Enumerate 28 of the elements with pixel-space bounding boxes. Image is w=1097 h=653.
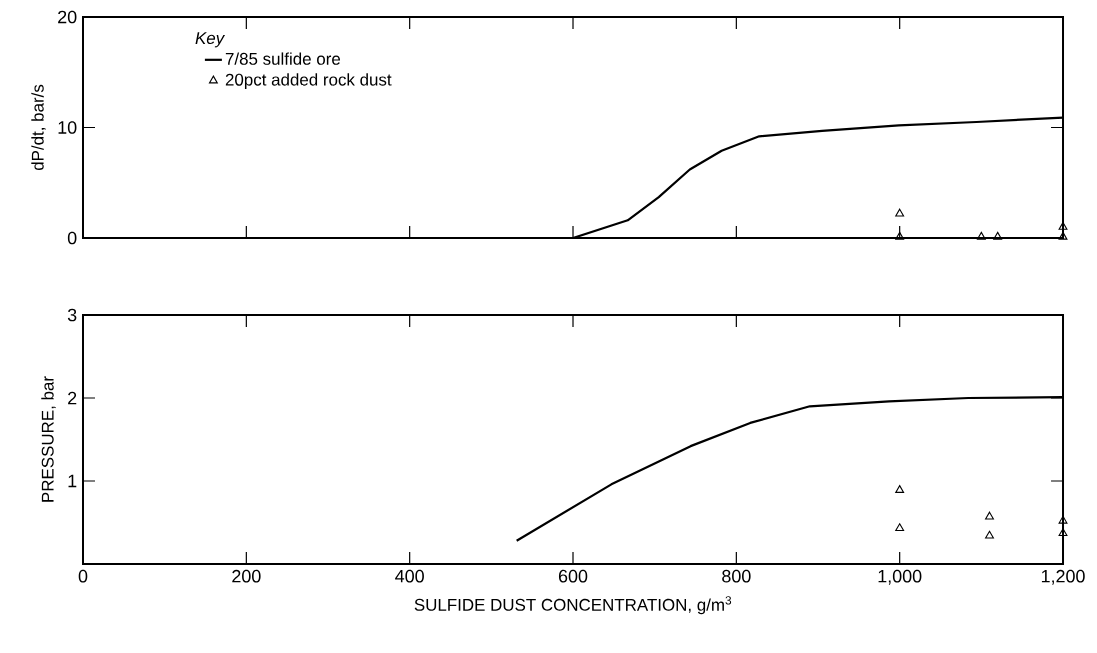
x-tick-label: 1,200 <box>1041 569 1085 585</box>
point <box>985 511 994 520</box>
point <box>1058 528 1068 537</box>
x-tick-label: 400 <box>395 569 424 583</box>
y-tick-label: 20 <box>58 10 77 24</box>
point <box>993 231 1003 240</box>
x-tick-label: 800 <box>722 569 751 583</box>
point <box>895 485 905 493</box>
x-tick-label: 0 <box>78 569 88 583</box>
legend-label: 7/85 sulfide ore <box>225 52 341 65</box>
point <box>985 530 994 539</box>
y-axis-title: PRESSURE, bar <box>41 376 56 502</box>
y-tick-label: 1 <box>68 474 77 488</box>
point <box>976 231 986 240</box>
y-axis-title: dP/dt, bar/s <box>31 84 46 171</box>
y-tick-label: 2 <box>68 391 77 405</box>
point <box>895 208 905 217</box>
x-axis-title: SULFIDE DUST CONCENTRATION, g/m$^{3}$ <box>414 596 732 615</box>
x-tick-label: 200 <box>232 569 261 583</box>
y-tick-label: 10 <box>58 121 77 134</box>
point <box>895 523 905 532</box>
point <box>895 231 905 240</box>
x-tick-label: 1,000 <box>878 569 922 585</box>
y-tick-label: 3 <box>67 308 77 322</box>
legend-label: 20pct added rock dust <box>225 73 392 89</box>
legend-title: Key <box>195 32 226 48</box>
x-tick-label: 600 <box>558 569 588 583</box>
y-tick-label: 0 <box>67 231 77 245</box>
